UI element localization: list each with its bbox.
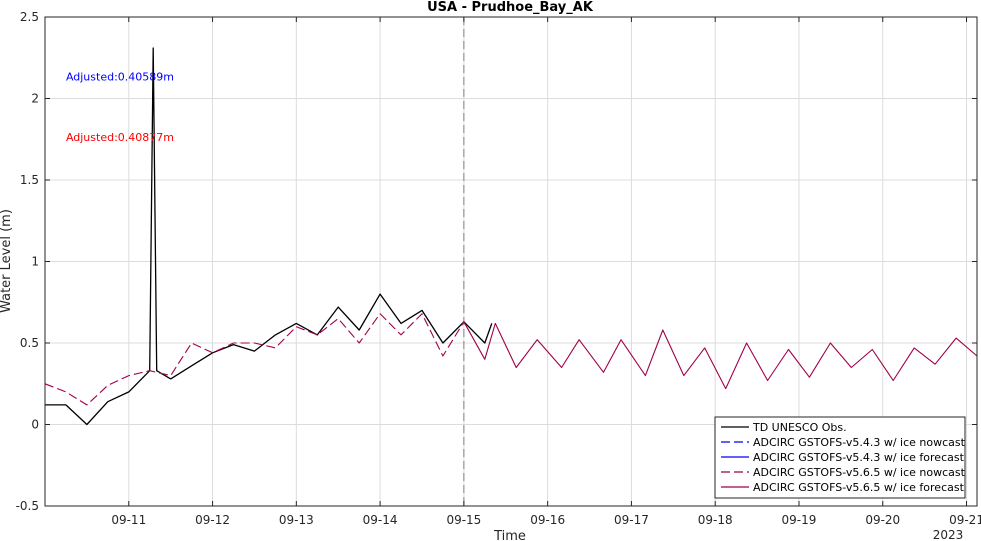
series-line-0 <box>45 47 493 426</box>
x-axis-label: Time <box>493 529 526 541</box>
series-line-3 <box>44 313 465 406</box>
adjusted-annotation: Adjusted:0.40589m <box>66 71 174 84</box>
x-tick-label: 09-13 <box>279 513 314 527</box>
y-axis-label: Water Level (m) <box>0 209 14 313</box>
legend-label: ADCIRC GSTOFS-v5.6.5 w/ ice forecast <box>753 481 965 494</box>
x-axis-year-label: 2023 <box>933 528 964 541</box>
x-tick-label: 09-11 <box>111 513 146 527</box>
legend-label: ADCIRC GSTOFS-v5.4.3 w/ ice nowcast <box>753 436 966 449</box>
annotations: Adjusted:0.40589m Adjusted:0.40877m <box>66 71 174 144</box>
x-tick-label: 09-12 <box>195 513 230 527</box>
y-tick-label: 0.5 <box>20 336 39 350</box>
x-tick-label: 09-14 <box>363 513 398 527</box>
y-tick-label: -0.5 <box>16 499 39 513</box>
grid <box>45 16 977 507</box>
y-tick-label: 2 <box>31 92 39 106</box>
chart-title: USA - Prudhoe_Bay_AK <box>427 0 594 15</box>
y-tick-label: 2.5 <box>20 10 39 24</box>
x-tick-label: 09-17 <box>614 513 649 527</box>
legend-box <box>714 416 966 499</box>
legend-label: ADCIRC GSTOFS-v5.6.5 w/ ice nowcast <box>753 466 966 479</box>
ticks: -0.5 0 0.5 1 1.5 2 2.5 09-11 09-12 09-13 09-14 09-1… <box>16 10 981 527</box>
adjusted-annotation: Adjusted:0.40877m <box>66 131 174 144</box>
series-line-4 <box>463 321 978 390</box>
legend-label: ADCIRC GSTOFS-v5.4.3 w/ ice forecast <box>753 451 965 464</box>
legend-label: TD UNESCO Obs. <box>752 421 847 434</box>
x-tick-label: 09-15 <box>446 513 481 527</box>
y-tick-label: 1 <box>31 255 39 269</box>
x-tick-label: 09-18 <box>698 513 733 527</box>
y-tick-label: 1.5 <box>20 173 39 187</box>
x-tick-label: 09-19 <box>782 513 817 527</box>
y-tick-label: 0 <box>31 418 39 432</box>
x-tick-label: 09-20 <box>865 513 900 527</box>
series-layer <box>44 47 978 426</box>
x-tick-label: 09-21 <box>949 513 981 527</box>
legend: TD UNESCO Obs. ADCIRC GSTOFS-v5.4.3 w/ ic… <box>714 416 966 499</box>
x-tick-label: 09-16 <box>530 513 565 527</box>
